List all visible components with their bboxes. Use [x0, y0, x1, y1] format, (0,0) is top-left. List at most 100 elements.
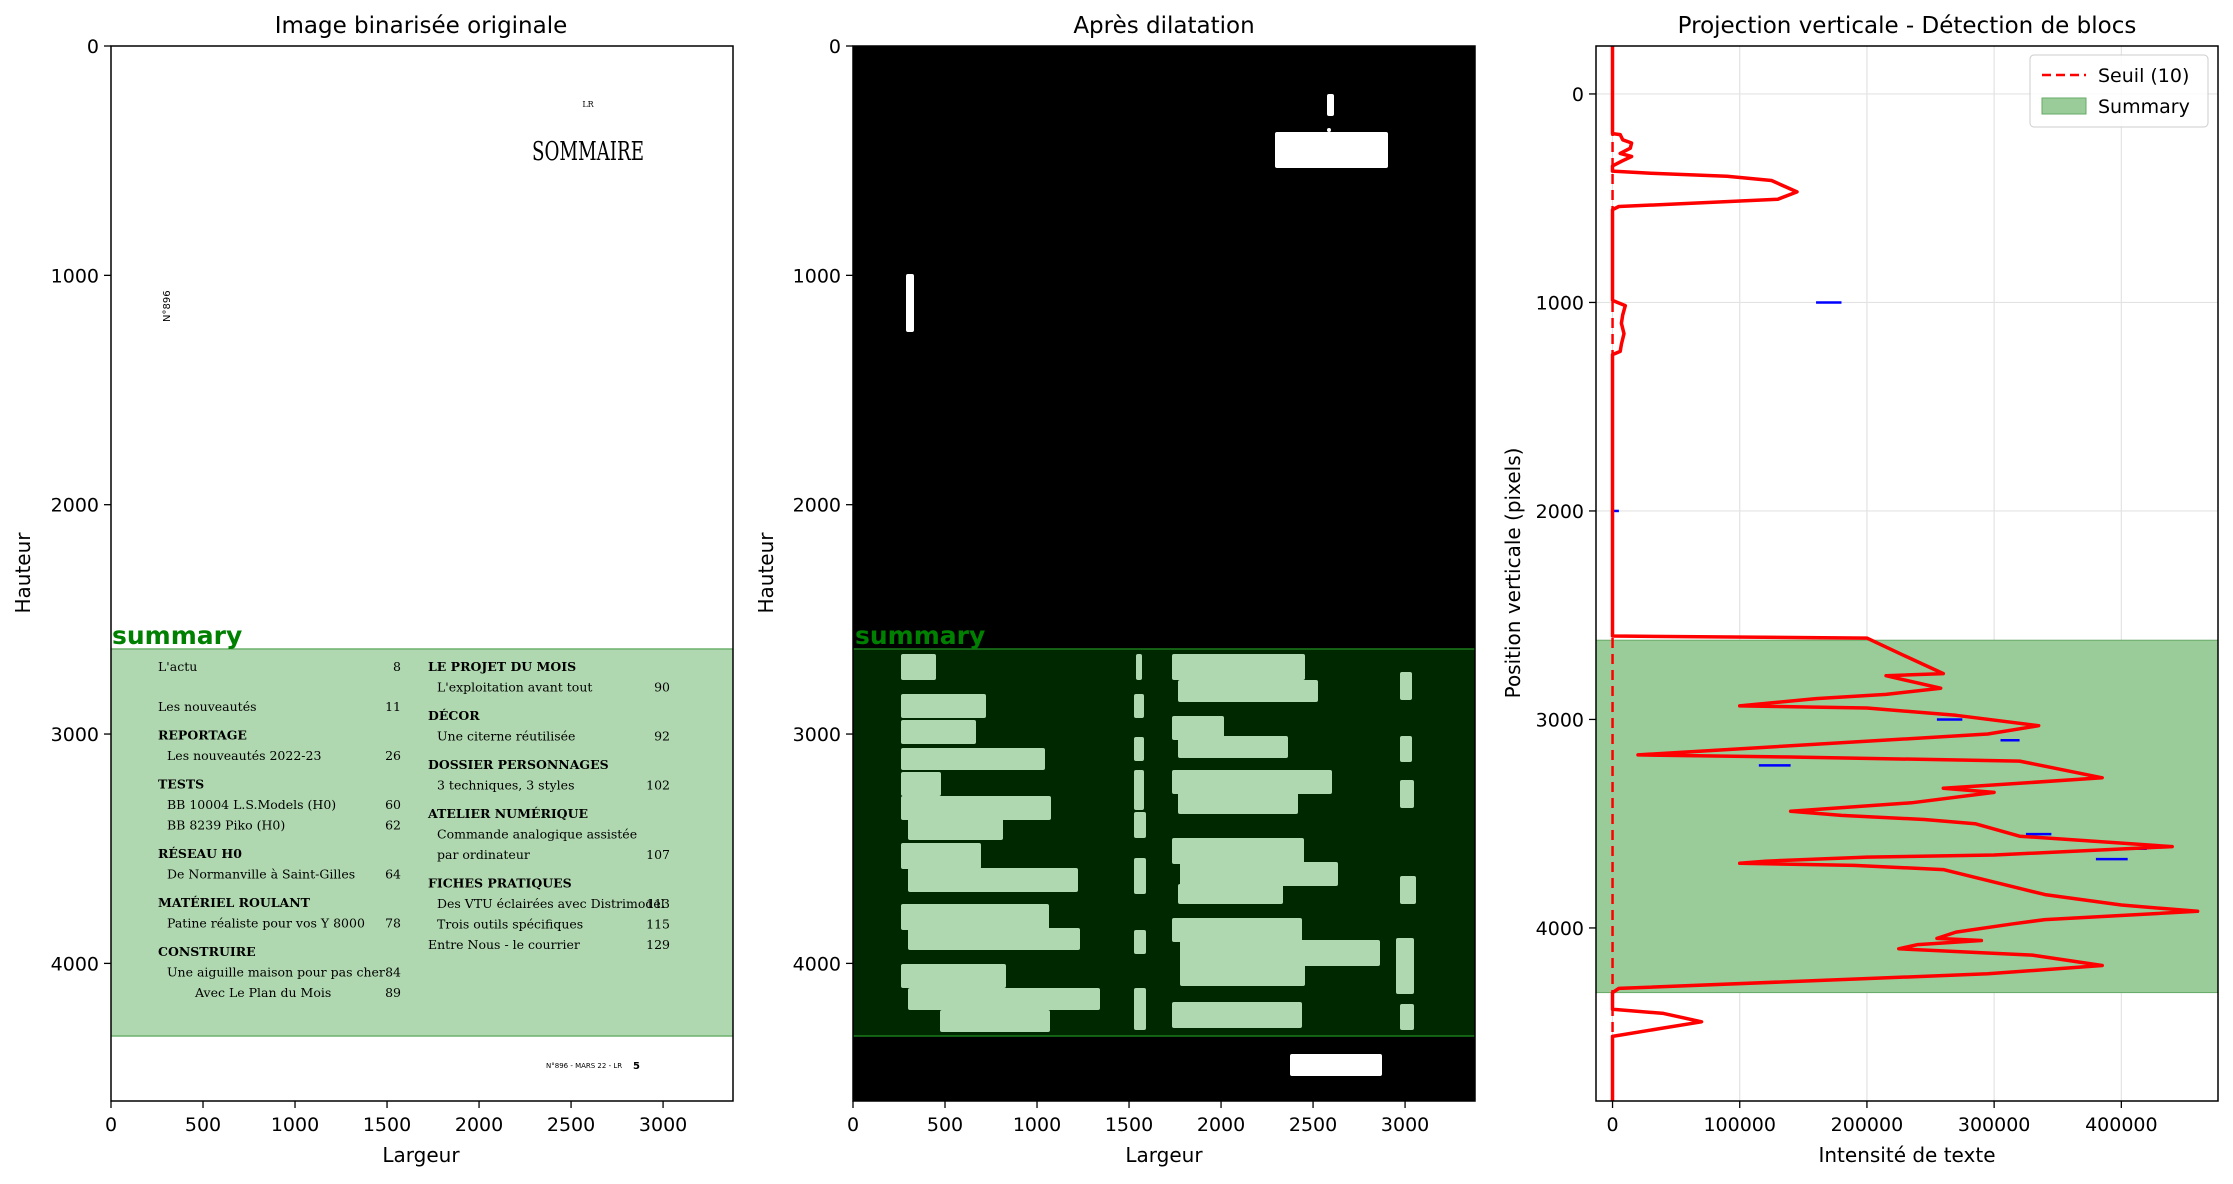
panel1-xtick-label: 0	[105, 1114, 117, 1136]
toc-left-item: L'actu	[158, 659, 197, 674]
dilated-blob	[1134, 737, 1144, 761]
toc-left-item: Avec Le Plan du Mois	[194, 985, 331, 1000]
toc-right-page-number: 113	[646, 896, 670, 911]
toc-right-item: par ordinateur	[437, 847, 530, 862]
panel-projection: Projection verticale - Détection de bloc…	[1501, 13, 2219, 1167]
toc-right-page-number: 115	[646, 917, 670, 932]
dilated-blob	[1172, 770, 1332, 794]
dilated-blob	[1400, 1004, 1414, 1030]
toc-left-item: BB 8239 Piko (H0)	[167, 818, 285, 833]
panel2-ytick-label: 3000	[793, 724, 841, 746]
toc-left-item: Une aiguille maison pour pas cher	[167, 965, 385, 980]
panel1-axes: 0 500 1000 1500 2000 2500 3000 0 1000 2000 3000 400…	[51, 36, 688, 1136]
dilated-blob	[901, 964, 1006, 988]
toc-right-page-number: 107	[646, 847, 670, 862]
panel3-xtick-label: 300000	[1958, 1114, 2031, 1136]
panel3-xtick-label: 100000	[1703, 1114, 1776, 1136]
panel3-axes: 0 100000 200000 300000 400000 0 1000 2000 3000 40…	[1536, 84, 2158, 1136]
toc-right-page-number: 129	[646, 937, 670, 952]
toc-right-item: L'exploitation avant tout	[437, 680, 592, 695]
toc-left-item: CONSTRUIRE	[158, 944, 256, 959]
toc-right-item: DÉCOR	[428, 708, 480, 723]
dilated-blob	[908, 928, 1080, 950]
dilated-blob	[901, 796, 1051, 820]
panel1-ytick-label: 0	[87, 36, 99, 58]
panel3-ytick-label: 1000	[1536, 292, 1584, 314]
toc-right-item: 3 techniques, 3 styles	[437, 778, 575, 793]
summary-block-label: summary	[112, 621, 242, 650]
toc-left-page-number: 64	[385, 867, 401, 882]
dilated-blob	[1400, 736, 1412, 762]
toc-left-item: BB 10004 L.S.Models (H0)	[167, 797, 336, 812]
dilated-blob	[1134, 858, 1146, 894]
panel1-xlabel: Largeur	[382, 1143, 460, 1167]
panel3-xtick-label: 200000	[1831, 1114, 1904, 1136]
panel1-title: Image binarisée originale	[275, 13, 568, 39]
dilated-blob	[1172, 918, 1302, 942]
dilated-blob	[940, 1010, 1050, 1032]
panel1-xtick-label: 1000	[271, 1114, 319, 1136]
toc-left-page-number: 89	[385, 985, 401, 1000]
panel2-xtick-label: 500	[927, 1114, 963, 1136]
dilated-blob	[1327, 94, 1334, 116]
toc-right-item: Une citerne réutilisée	[437, 729, 575, 744]
toc-right-column: LE PROJET DU MOIS L'exploitation avant to…	[427, 659, 670, 952]
toc-right-item: LE PROJET DU MOIS	[428, 659, 576, 674]
toc-right-item: Trois outils spécifiques	[437, 917, 583, 932]
toc-right-item: Commande analogique assistée	[437, 827, 637, 842]
toc-left-page-number: 62	[385, 818, 401, 833]
toc-left-item: REPORTAGE	[158, 728, 247, 743]
panel1-xtick-label: 1500	[363, 1114, 411, 1136]
dilated-blob	[1134, 988, 1146, 1030]
dilated-blob	[1327, 128, 1331, 132]
panel2-title: Après dilatation	[1073, 13, 1254, 39]
panel3-xtick-label: 400000	[2085, 1114, 2158, 1136]
toc-left-item: De Normanville à Saint-Gilles	[167, 867, 355, 882]
toc-left-page-number: 11	[385, 699, 401, 714]
footer-text: N°896 - MARS 22 - LR	[546, 1062, 622, 1070]
dilated-blob	[1134, 930, 1146, 954]
panel3-ytick-label: 0	[1572, 84, 1584, 106]
panel2-ytick-label: 0	[829, 36, 841, 58]
panel3-ytick-label: 2000	[1536, 501, 1584, 523]
dilated-blob	[901, 654, 936, 680]
dilated-blob	[901, 694, 986, 718]
toc-left-item: TESTS	[158, 777, 204, 792]
panel3-ytick-label: 3000	[1536, 709, 1584, 731]
legend-summary-swatch	[2041, 97, 2087, 115]
panel2-xtick-label: 1000	[1013, 1114, 1061, 1136]
dilated-blob	[1400, 780, 1414, 808]
legend-threshold-label: Seuil (10)	[2098, 65, 2189, 87]
dilated-blob	[1172, 838, 1304, 864]
panel2-xtick-label: 2000	[1197, 1114, 1245, 1136]
panel2-xtick-label: 2500	[1289, 1114, 1337, 1136]
dilated-blob	[901, 843, 981, 869]
dilated-blob	[1178, 736, 1288, 758]
toc-right-page-number: 92	[654, 729, 670, 744]
panel2-xtick-label: 1500	[1105, 1114, 1153, 1136]
toc-right-item: Entre Nous - le courrier	[428, 937, 580, 952]
toc-left-page-number: 26	[385, 748, 401, 763]
dilated-blob	[908, 818, 1003, 840]
dilated-blob	[901, 772, 941, 796]
header-small: LR	[582, 100, 594, 109]
panel3-ylabel: Position verticale (pixels)	[1501, 448, 1525, 699]
dilated-blob	[1172, 654, 1305, 680]
dilated-blob	[901, 720, 976, 744]
legend: Seuil (10) Summary	[2029, 54, 2209, 128]
dilated-blob	[1136, 654, 1142, 680]
dilated-blob	[1400, 672, 1412, 700]
issue-number-vertical: N°896	[162, 290, 173, 322]
toc-left-item: Les nouveautés	[158, 699, 257, 714]
summary-block	[111, 649, 733, 1036]
toc-left-column: L'actu 8 Les nouveautés 11 REPORTAGE Les nouv…	[158, 659, 401, 1000]
panel3-title: Projection verticale - Détection de bloc…	[1678, 13, 2137, 39]
panel2-axes: 0 500 1000 1500 2000 2500 3000 0 1000 2000 3000 400…	[793, 36, 1430, 1136]
toc-right-item: DOSSIER PERSONNAGES	[428, 757, 609, 772]
panel1-ytick-label: 2000	[51, 495, 99, 517]
dilated-blob	[1172, 716, 1224, 740]
dilated-blob	[901, 904, 1049, 930]
dilated-blob	[1180, 962, 1305, 986]
footer-page-number: 5	[633, 1061, 640, 1072]
